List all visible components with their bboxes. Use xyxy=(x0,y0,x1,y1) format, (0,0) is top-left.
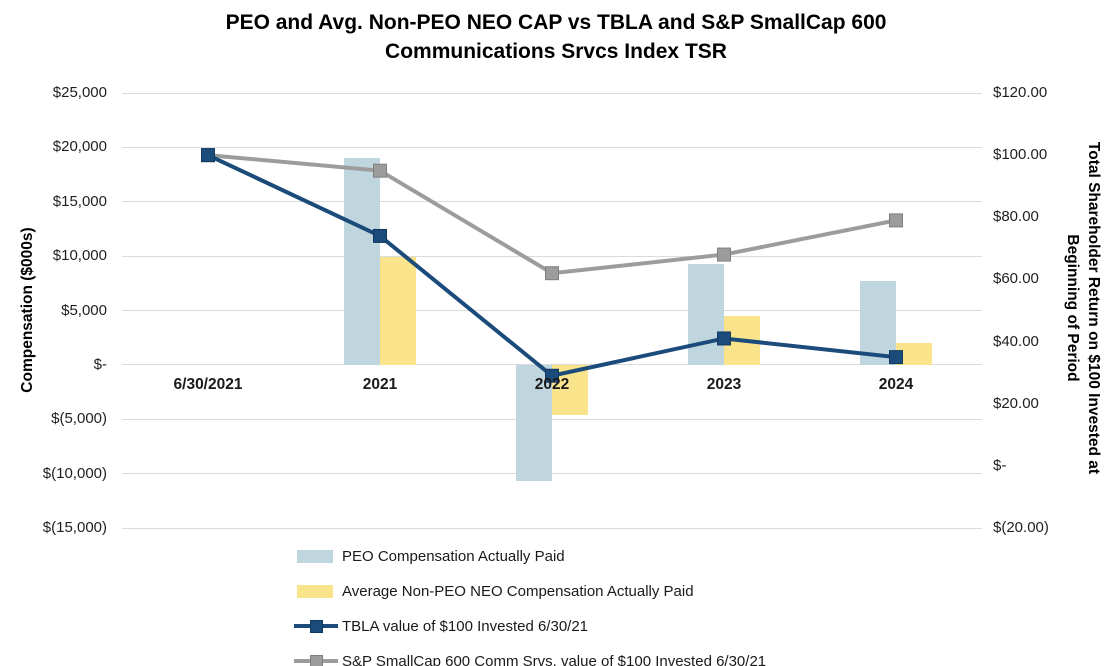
bar-peo-2022 xyxy=(516,364,552,481)
x-axis-category-label: 2021 xyxy=(362,375,398,393)
gridline xyxy=(122,418,982,420)
chart-title: PEO and Avg. Non-PEO NEO CAP vs TBLA and… xyxy=(0,8,1112,66)
right-axis-tick-label: $80.00 xyxy=(993,208,1039,226)
legend-swatch xyxy=(294,548,340,564)
x-axis-category-label: 2024 xyxy=(878,375,914,393)
x-axis-category-label: 2023 xyxy=(706,375,742,393)
legend-item: TBLA value of $100 Invested 6/30/21 xyxy=(294,617,589,635)
right-axis-tick-label: $20.00 xyxy=(993,394,1039,412)
right-axis-tick-label: $120.00 xyxy=(993,84,1048,101)
gridline xyxy=(122,92,982,94)
left-axis-tick-label: $- xyxy=(93,355,107,373)
bar-neo-2024 xyxy=(896,342,932,365)
gridline xyxy=(122,473,982,475)
left-axis-tick-label: $25,000 xyxy=(52,84,107,101)
left-axis-tick-label: $5,000 xyxy=(61,301,107,319)
legend-item-label: S&P SmallCap 600 Comm Srvs. value of $10… xyxy=(342,652,767,666)
left-axis-tick-label: $20,000 xyxy=(52,138,107,156)
right-axis-tick-label: $- xyxy=(993,456,1007,474)
x-axis-category-label: 6/30/2021 xyxy=(173,375,243,393)
legend-swatch xyxy=(294,618,340,634)
left-axis-tick-label: $10,000 xyxy=(52,247,107,265)
legend-item: PEO Compensation Actually Paid xyxy=(294,547,565,565)
legend-item-label: TBLA value of $100 Invested 6/30/21 xyxy=(342,617,589,635)
line-marker-swatch xyxy=(310,655,323,666)
chart-title-line2: Communications Srvcs Index TSR xyxy=(385,40,727,63)
left-axis-tick-label: $15,000 xyxy=(52,192,107,210)
legend-item-label: PEO Compensation Actually Paid xyxy=(342,547,565,565)
gridline xyxy=(122,527,982,529)
right-axis-tick-label: $(20.00) xyxy=(993,519,1049,536)
left-axis-tick-label: $(10,000) xyxy=(42,464,107,482)
left-axis-tick-label: $(5,000) xyxy=(51,410,107,428)
right-axis-tick-label: $60.00 xyxy=(993,270,1039,288)
line-marker-swatch xyxy=(310,620,323,633)
left-axis-tick-label: $(15,000) xyxy=(42,519,107,536)
legend-swatch xyxy=(294,653,340,666)
chart-title-line1: PEO and Avg. Non-PEO NEO CAP vs TBLA and… xyxy=(225,11,887,34)
peo-bar-swatch xyxy=(297,550,333,563)
legend-swatch xyxy=(294,583,340,599)
legend-item-label: Average Non-PEO NEO Compensation Actuall… xyxy=(342,582,694,600)
right-axis-tick-label: $100.00 xyxy=(993,146,1048,164)
gridline xyxy=(122,146,982,148)
neo-bar-swatch xyxy=(297,585,333,598)
x-axis-category-label: 2022 xyxy=(534,375,570,393)
right-axis-tick-label: $40.00 xyxy=(993,332,1039,350)
legend-item: S&P SmallCap 600 Comm Srvs. value of $10… xyxy=(294,653,766,666)
legend-item: Average Non-PEO NEO Compensation Actuall… xyxy=(294,582,694,600)
